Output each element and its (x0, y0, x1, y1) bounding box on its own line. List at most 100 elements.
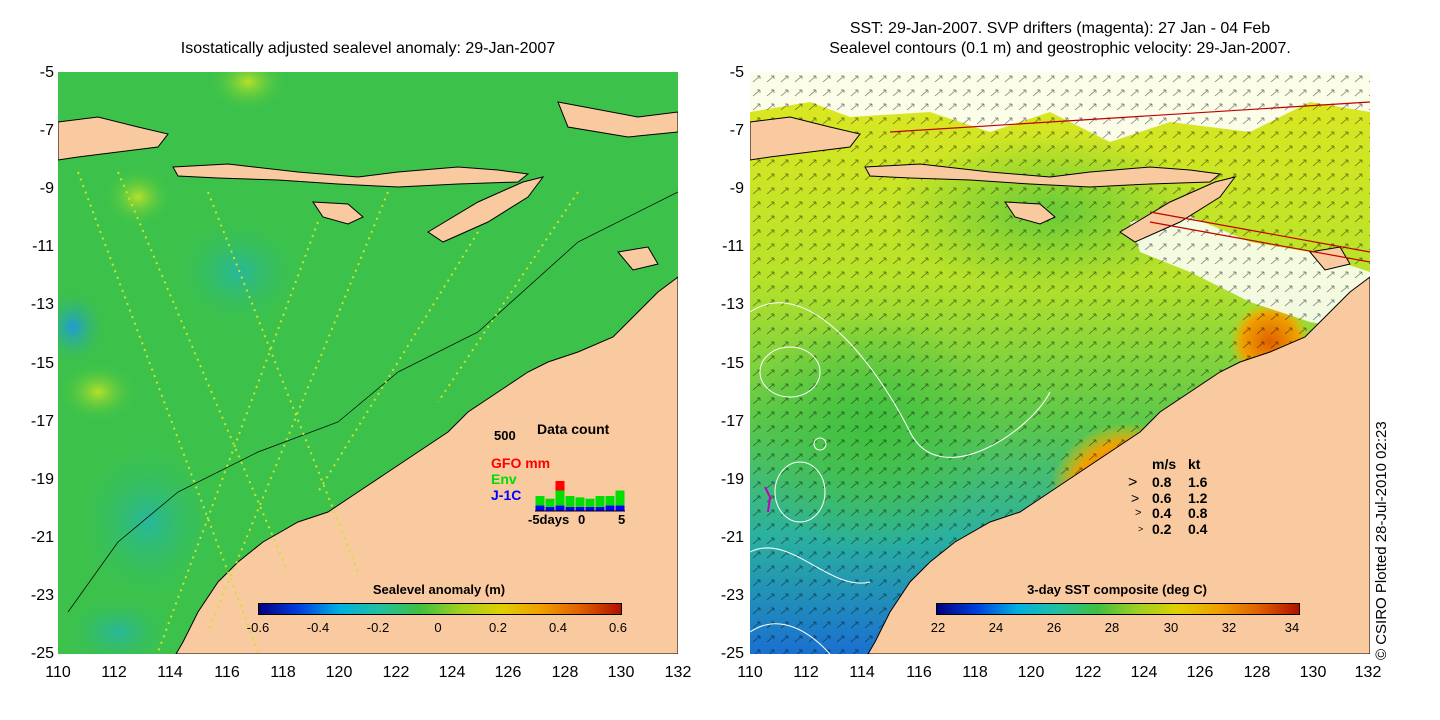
left-inset-chart (535, 480, 625, 512)
right-x-tick: 116 (906, 664, 932, 681)
inset-bar-j1c (555, 505, 565, 511)
right-x-tick: 132 (1354, 664, 1382, 681)
right-title-line2: Sealevel contours (0.1 m) and geostrophi… (829, 40, 1291, 57)
inset-bar-j1c (595, 506, 605, 511)
inset-legend-j1c: J-1C (491, 487, 522, 503)
left-colorbar-tick: 0.4 (548, 620, 568, 635)
right-colorbar-tick: 22 (930, 620, 946, 635)
velocity-legend-kt: 0.8 (1188, 505, 1208, 521)
left-satellite-tracks (77, 171, 579, 653)
right-y-tick: -11 (722, 238, 744, 255)
inset-legend-env: Env (491, 471, 517, 487)
right-x-tick: 120 (1017, 664, 1045, 681)
right-colorbar-tick: 26 (1046, 620, 1062, 635)
left-islands (172, 163, 530, 188)
left-x-tick: 124 (438, 664, 466, 681)
right-y-tick: -7 (729, 122, 744, 139)
left-colorbar-tick: 0 (434, 620, 442, 635)
inset-x-label: 5 (618, 512, 626, 527)
inset-bar-j1c (575, 506, 585, 511)
velocity-arrow-icon: > (1131, 490, 1140, 506)
right-y-tick: -9 (729, 180, 744, 197)
left-x-tick: 110 (45, 664, 71, 681)
left-x-tick: 130 (607, 664, 635, 681)
inset-max-label: 500 (494, 428, 516, 443)
left-map (58, 72, 678, 654)
inset-x-label: 0 (578, 512, 586, 527)
right-y-tick: -5 (729, 64, 744, 81)
right-y-tick: -19 (720, 471, 744, 488)
velocity-arrow-icon: > (1138, 524, 1144, 534)
right-islands (864, 163, 1222, 188)
left-colorbar (258, 603, 622, 615)
inset-x-label: -5days (528, 512, 570, 527)
right-x-tick: 114 (849, 664, 875, 681)
right-java-land (750, 116, 861, 161)
left-colorbar-tick: -0.4 (306, 620, 330, 635)
velocity-legend-header-ms: m/s (1152, 456, 1177, 472)
velocity-arrow-icon: > (1128, 474, 1138, 491)
inset-legend-gfo: GFO mm (491, 455, 551, 471)
right-map (750, 72, 1370, 654)
right-colorbar-tick: 28 (1104, 620, 1120, 635)
left-colorbar-title: Sealevel anomaly (m) (372, 582, 506, 597)
inset-bar-env (535, 495, 545, 506)
right-australia-land (867, 276, 1370, 654)
right-y-tick: -15 (720, 355, 744, 372)
inset-bar-j1c (615, 505, 625, 511)
inset-bar-env (605, 495, 615, 506)
left-y-tick: -7 (39, 122, 54, 139)
left-colorbar-tick: 0.2 (488, 620, 508, 635)
credit-text: © CSIRO Plotted 28-Jul-2010 02:23 (1373, 421, 1390, 660)
left-y-tick: -13 (30, 296, 54, 313)
left-x-tick: 112 (101, 664, 127, 681)
inset-bar-j1c (535, 505, 545, 511)
right-x-tick: 128 (1243, 664, 1271, 681)
right-x-tick: 130 (1299, 664, 1327, 681)
left-java-land (58, 116, 169, 161)
left-bathymetry (67, 191, 678, 613)
inset-bar-j1c (565, 506, 575, 511)
right-x-tick: 122 (1074, 664, 1102, 681)
left-y-tick: -11 (32, 238, 54, 255)
left-y-tick: -5 (39, 64, 54, 81)
left-colorbar-tick: -0.2 (366, 620, 390, 635)
left-north-island (557, 101, 678, 138)
left-australia-land (175, 276, 678, 654)
left-x-tick: 118 (270, 664, 296, 681)
left-small-islands (617, 246, 659, 271)
left-x-tick: 128 (551, 664, 579, 681)
right-sumba (1004, 201, 1056, 225)
left-x-tick: 122 (382, 664, 410, 681)
right-x-tick: 118 (962, 664, 988, 681)
inset-bar-env (615, 490, 625, 506)
left-x-tick: 116 (214, 664, 240, 681)
left-x-tick: 126 (494, 664, 522, 681)
left-colorbar-tick: -0.6 (246, 620, 270, 635)
left-y-tick: -23 (30, 587, 54, 604)
velocity-legend-ms: 0.8 (1152, 474, 1172, 490)
right-y-tick: -17 (720, 413, 744, 430)
right-colorbar-tick: 32 (1221, 620, 1237, 635)
right-y-tick: -21 (720, 529, 744, 546)
left-y-tick: -17 (30, 413, 54, 430)
left-x-tick: 132 (664, 664, 692, 681)
right-y-tick: -13 (720, 296, 744, 313)
right-x-tick: 126 (1186, 664, 1214, 681)
right-x-tick: 124 (1130, 664, 1158, 681)
velocity-arrow-icon: > (1135, 507, 1142, 519)
inset-bar-j1c (605, 505, 615, 511)
right-timor (1119, 176, 1237, 243)
left-y-tick: -19 (30, 471, 54, 488)
left-y-tick: -9 (39, 180, 54, 197)
inset-bar-env (595, 495, 605, 507)
right-sealevel-contours (750, 302, 1051, 654)
right-colorbar-tick: 34 (1284, 620, 1300, 635)
left-x-tick: 114 (157, 664, 183, 681)
velocity-legend-ms: 0.6 (1152, 490, 1172, 506)
right-x-tick: 110 (737, 664, 763, 681)
velocity-legend-ms: 0.4 (1152, 505, 1172, 521)
left-colorbar-tick: 0.6 (608, 620, 628, 635)
right-colorbar-tick: 24 (988, 620, 1004, 635)
left-timor (427, 176, 545, 243)
